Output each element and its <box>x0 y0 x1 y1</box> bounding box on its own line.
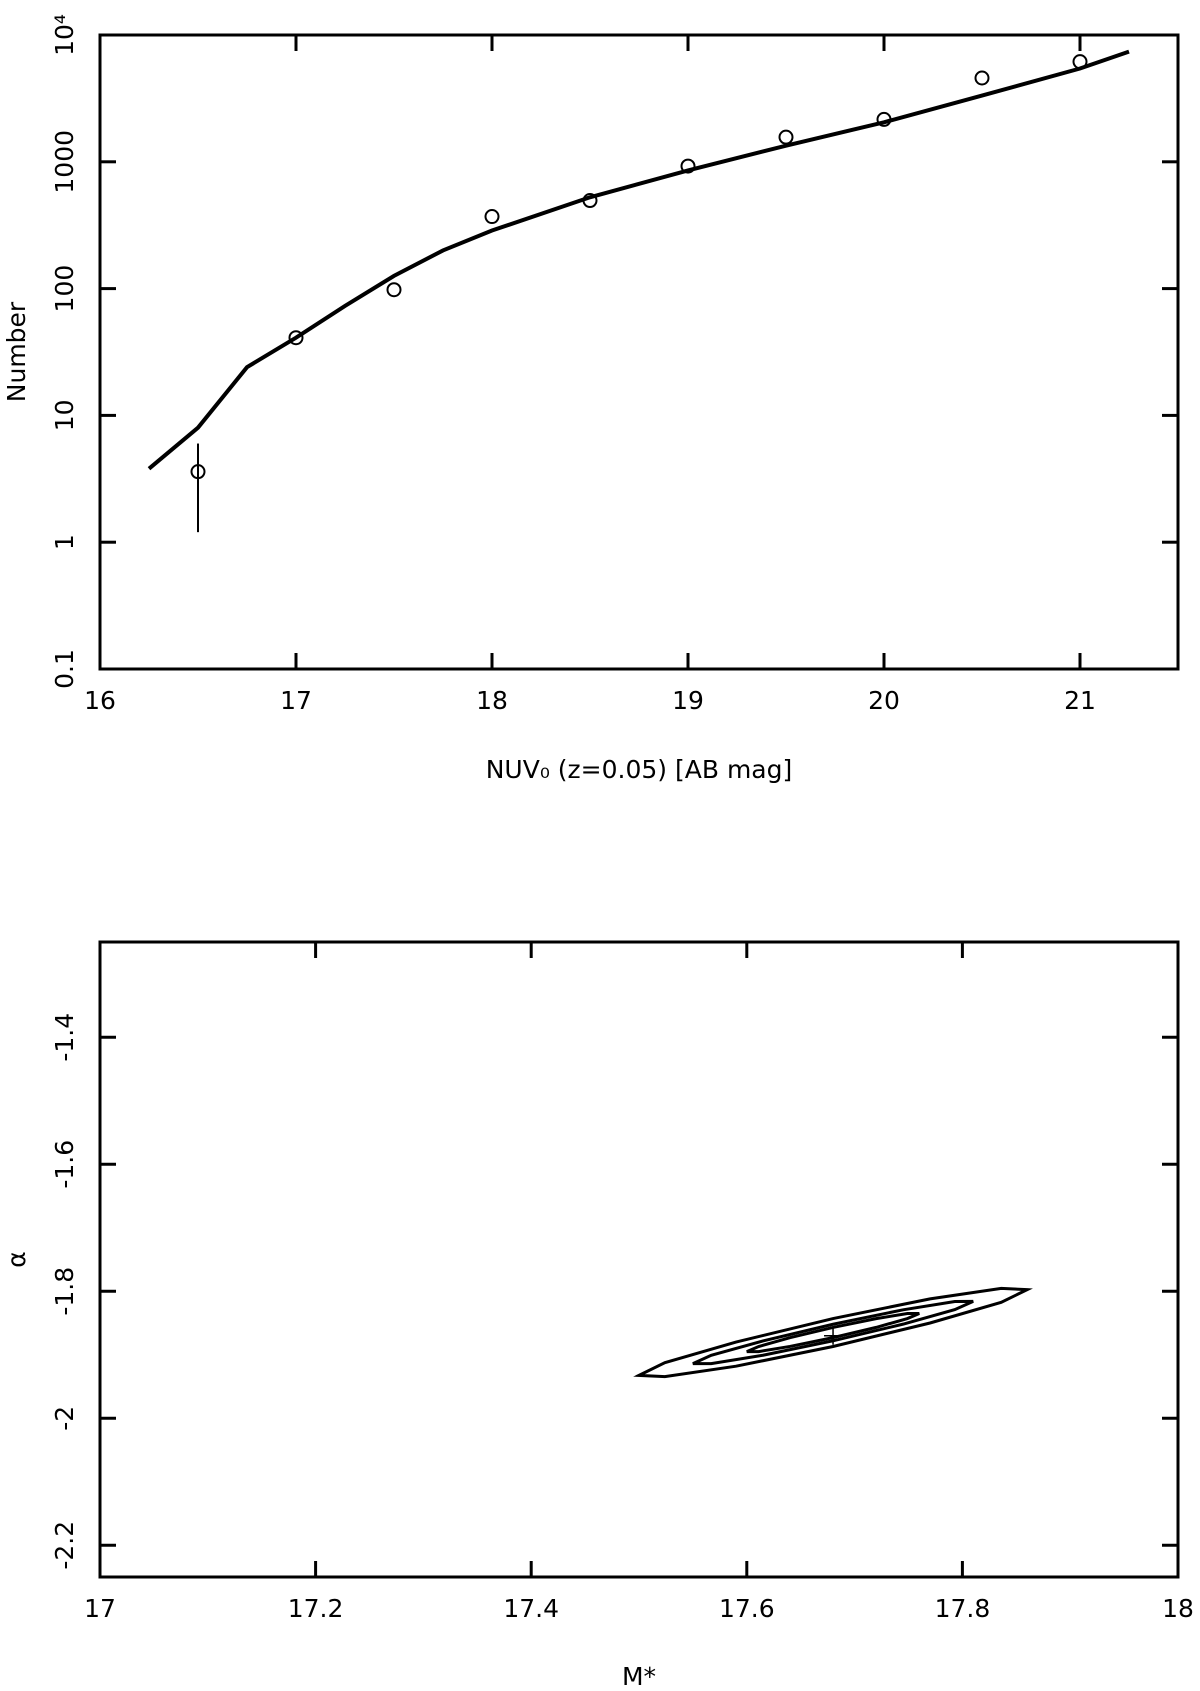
data-point <box>484 209 500 225</box>
y-tick-label: 10 <box>50 399 79 431</box>
x-tick-label: 20 <box>868 686 900 715</box>
x-tick-label: 18 <box>476 686 508 715</box>
fit-curve <box>147 49 1130 471</box>
y-tick-label: 0.1 <box>50 649 79 689</box>
data-point <box>386 282 402 298</box>
x-tick-label: 17.4 <box>503 1594 559 1623</box>
x-axis-label: M* <box>622 1662 656 1691</box>
y-tick-label: -1.4 <box>50 1013 79 1062</box>
data-point <box>288 330 304 346</box>
data-point <box>974 70 990 86</box>
y-tick-label: 1000 <box>50 130 79 194</box>
y-tick-label: 100 <box>50 265 79 313</box>
x-axis-label: NUV₀ (z=0.05) [AB mag] <box>486 755 793 784</box>
x-tick-label: 19 <box>672 686 704 715</box>
y-tick-label: -1.6 <box>50 1140 79 1189</box>
y-tick-label: 1 <box>50 534 79 550</box>
x-tick-label: 17 <box>84 1594 116 1623</box>
y-tick-label: -2 <box>50 1406 79 1431</box>
x-tick-label: 18 <box>1162 1594 1194 1623</box>
x-tick-label: 17 <box>280 686 312 715</box>
plot-frame <box>98 940 1180 1579</box>
y-tick-label: -1.8 <box>50 1267 79 1316</box>
y-tick-label: 10⁴ <box>50 14 79 56</box>
x-tick-label: 16 <box>84 686 116 715</box>
y-axis-label: Number <box>2 301 31 402</box>
contour <box>633 1286 1033 1379</box>
x-tick-label: 21 <box>1064 686 1096 715</box>
contour <box>692 1299 974 1366</box>
contour <box>746 1311 920 1354</box>
x-tick-label: 17.8 <box>935 1594 991 1623</box>
x-tick-label: 17.2 <box>288 1594 344 1623</box>
y-axis-label: α <box>2 1251 31 1267</box>
x-tick-label: 17.6 <box>719 1594 775 1623</box>
data-point <box>778 129 794 145</box>
plot-frame <box>98 33 1180 671</box>
y-tick-label: -2.2 <box>50 1521 79 1570</box>
data-point <box>680 158 696 174</box>
best-fit-marker <box>824 1326 843 1345</box>
data-point <box>190 464 206 480</box>
